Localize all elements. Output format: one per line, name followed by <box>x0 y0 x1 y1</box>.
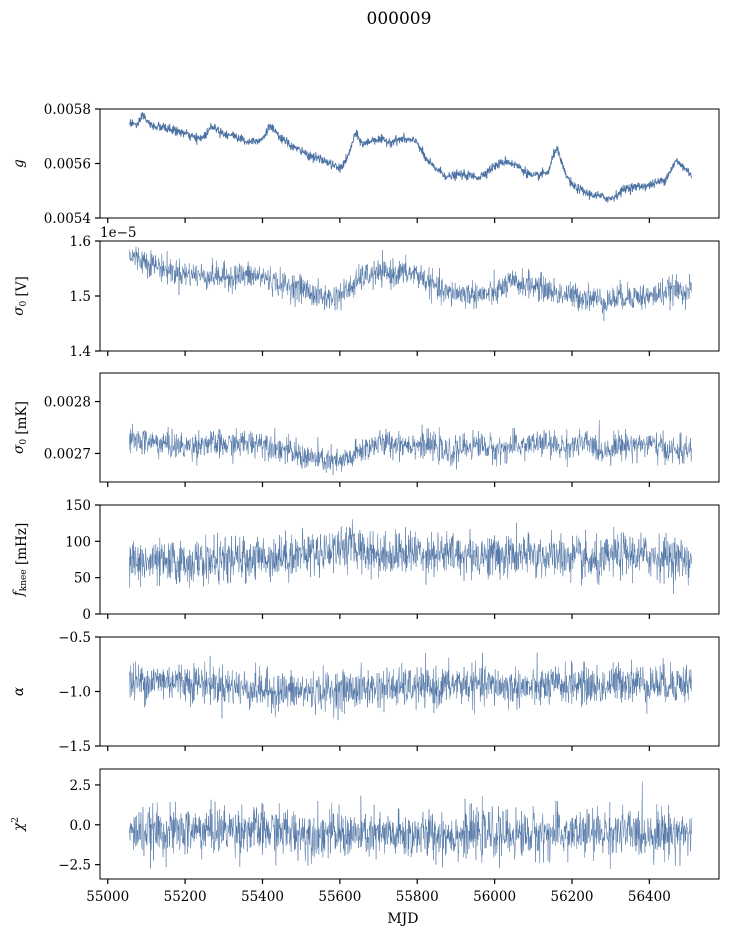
offset-text: 1e−5 <box>100 225 136 241</box>
series-line-2 <box>129 246 692 322</box>
xtick-label: 55400 <box>241 889 284 905</box>
axes-frame <box>99 768 720 880</box>
panel-3: 0.0027 0.0028 σ0 [mK] <box>11 372 720 487</box>
ytick-label: 50 <box>74 571 91 587</box>
ytick-label: −0.5 <box>58 630 91 646</box>
series-line-5 <box>129 652 692 721</box>
panel-2: 1.4 1.5 1.6 1e−5 σ0 [V] <box>11 225 720 360</box>
ytick-label: 0.0 <box>70 818 91 834</box>
ytick-label: 150 <box>65 498 91 514</box>
panel-6: −2.5 0.0 2.5 55000 55200 55400 55600 55800 56000… <box>11 768 720 927</box>
ytick-label: 0 <box>82 607 91 623</box>
axes-frame <box>99 240 720 352</box>
ytick-label: 0.0058 <box>44 102 91 118</box>
ytick-label: 0.0027 <box>44 446 91 462</box>
ytick-label: −1.0 <box>58 685 91 701</box>
axes-frame <box>99 108 720 219</box>
ytick-label: 0.0028 <box>44 395 91 411</box>
y-axis-label: α <box>11 687 27 696</box>
xtick-label: 56200 <box>551 889 594 905</box>
figure-title: 000009 <box>367 9 432 29</box>
xtick-label: 55000 <box>86 889 129 905</box>
y-axis-label: σ0 [V] <box>11 276 30 316</box>
panels: 0.0054 0.0056 0.0058 g 1.4 1.5 1.6 1e−5 σ0 [V] 0.… <box>11 102 720 927</box>
ytick-label: 0.0056 <box>44 157 91 173</box>
ytick-label: 1.5 <box>70 289 91 305</box>
series-line-3 <box>129 419 692 476</box>
ytick-label: 1.6 <box>70 234 91 250</box>
ytick-label: 2.5 <box>70 778 91 794</box>
y-axis-label: fknee [mHz] <box>11 523 30 597</box>
series-line-4 <box>129 519 692 595</box>
series-line-1 <box>128 111 692 203</box>
xtick-label: 56400 <box>628 889 671 905</box>
ytick-label: 0.0054 <box>44 211 91 227</box>
xtick-label: 56000 <box>473 889 516 905</box>
ytick-label: −2.5 <box>58 858 91 874</box>
y-axis-label: σ0 [mK] <box>11 401 30 454</box>
panel-1: 0.0054 0.0056 0.0058 g <box>11 102 720 227</box>
series-line-6 <box>129 781 692 870</box>
ytick-label: −1.5 <box>58 739 91 755</box>
axes-frame <box>99 504 720 615</box>
ytick-label: 100 <box>65 534 91 550</box>
y-axis-label: χ2 <box>11 817 27 832</box>
ytick-label: 1.4 <box>70 344 91 360</box>
panel-4: 0 50 100 150 fknee [mHz] <box>11 498 720 623</box>
xtick-label: 55800 <box>396 889 439 905</box>
xtick-label: 55200 <box>164 889 207 905</box>
y-axis-label: g <box>11 159 27 168</box>
panel-5: −1.5 −1.0 −0.5 α <box>11 630 720 755</box>
axes-frame <box>99 372 720 483</box>
x-axis-label: MJD <box>387 911 418 927</box>
xtick-label: 55600 <box>318 889 361 905</box>
